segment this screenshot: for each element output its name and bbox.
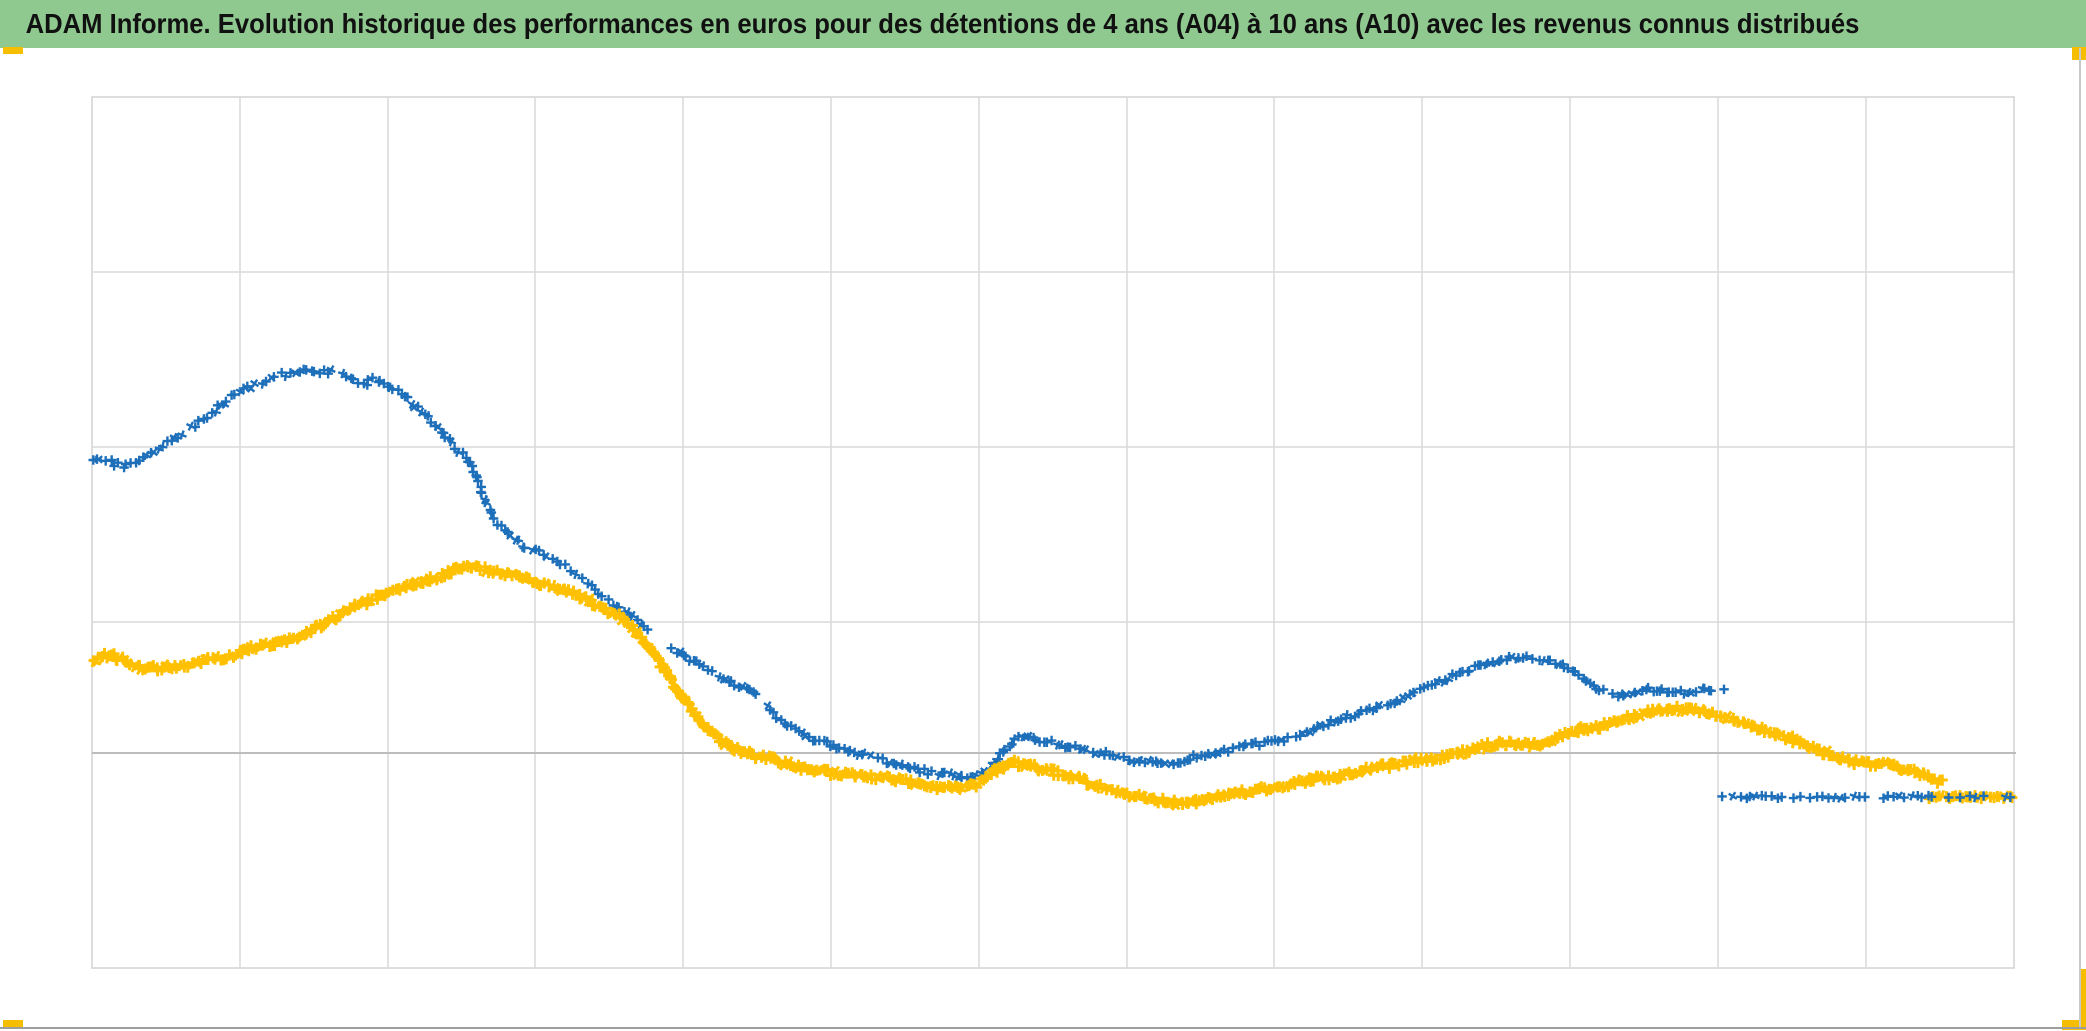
title-bar: ADAM Informe. Evolution historique des p… [0, 0, 2086, 48]
bottom-divider-line [0, 1027, 2086, 1029]
chart-right-border-line [2079, 48, 2081, 1027]
plot-area-border [91, 96, 2015, 969]
series-blue-flat-segment [1717, 790, 2016, 804]
corner-accent-top-left [3, 47, 23, 54]
series-blue-upper-curve [88, 364, 1729, 784]
corner-accent-bottom-right [2079, 969, 2086, 1030]
corner-accent-bottom-left [3, 1020, 23, 1028]
corner-accent-bottom-right-foot [2062, 1020, 2086, 1030]
chart-title: ADAM Informe. Evolution historique des p… [25, 8, 1860, 39]
series-yellow-curve [88, 559, 1948, 811]
